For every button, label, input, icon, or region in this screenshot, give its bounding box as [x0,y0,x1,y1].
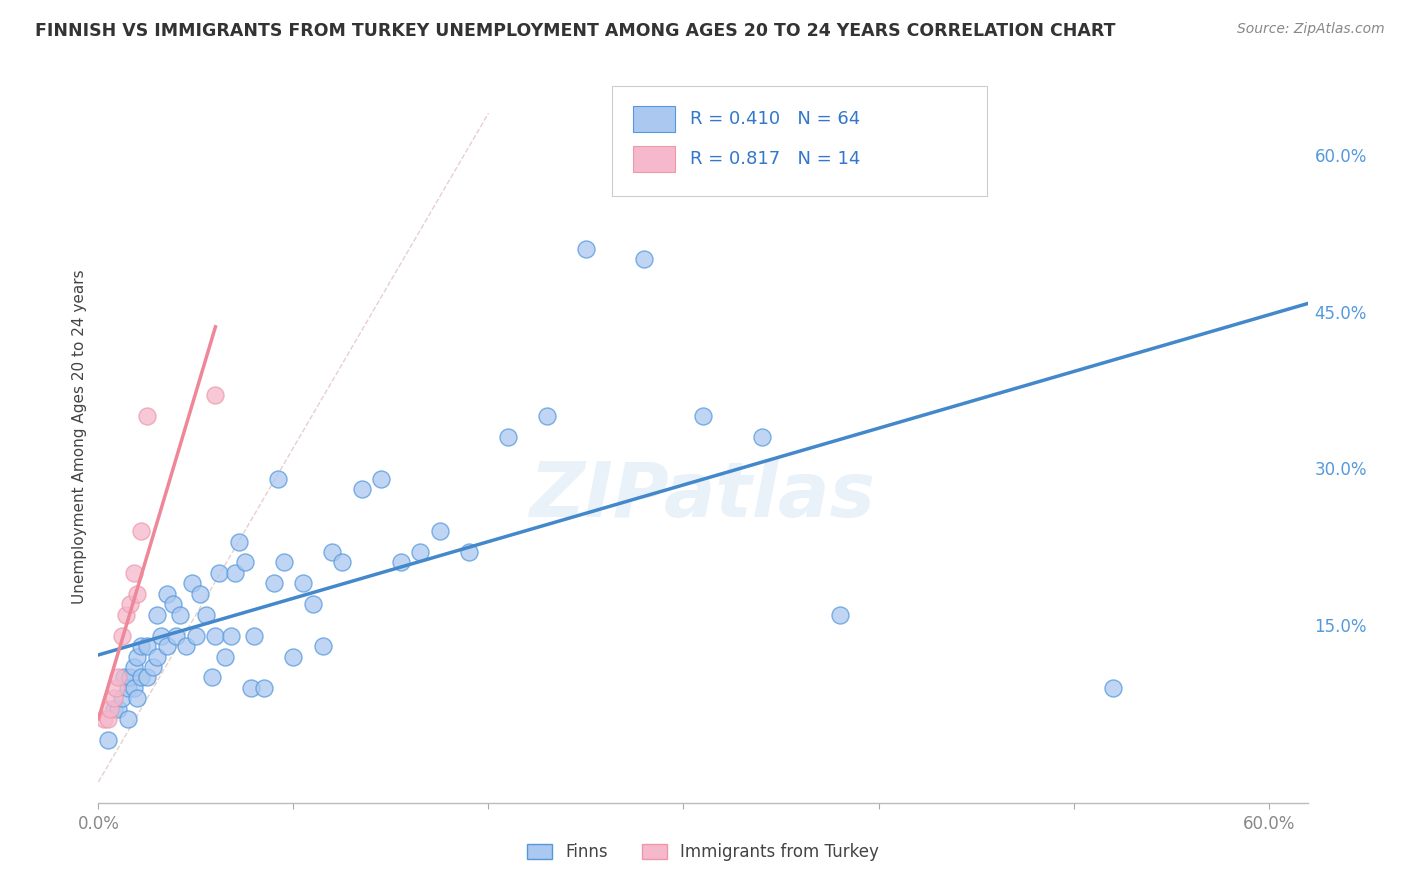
Point [409,545,432,559]
Point [214,649,236,664]
Point [350,483,373,497]
Point [117,681,139,695]
Point [429,524,451,538]
Point [117,712,139,726]
Point [169,607,191,622]
Point [389,556,412,570]
Point [536,409,558,424]
Point [162,597,184,611]
Point [98,702,121,716]
Point [122,681,145,695]
Point [111,691,134,706]
Point [127,587,149,601]
Legend: Finns, Immigrants from Turkey: Finns, Immigrants from Turkey [520,837,886,868]
Point [136,409,159,424]
Point [496,430,519,444]
Text: Source: ZipAtlas.com: Source: ZipAtlas.com [1237,22,1385,37]
Point [122,566,145,580]
Point [136,639,159,653]
Point [107,702,129,716]
Point [111,629,134,643]
Point [302,597,325,611]
Text: ZIPatlas: ZIPatlas [530,458,876,533]
Point [204,629,226,643]
Point [188,587,211,601]
Point [142,660,165,674]
Point [156,587,179,601]
Point [273,556,295,570]
Point [330,556,353,570]
Point [253,681,276,695]
Point [93,712,115,726]
Point [103,702,125,716]
Point [118,670,141,684]
Point [149,629,172,643]
Point [321,545,343,559]
Point [292,576,315,591]
Text: FINNISH VS IMMIGRANTS FROM TURKEY UNEMPLOYMENT AMONG AGES 20 TO 24 YEARS CORRELA: FINNISH VS IMMIGRANTS FROM TURKEY UNEMPL… [35,22,1115,40]
Bar [633,106,675,132]
Point [267,472,290,486]
Point [181,576,204,591]
Point [127,649,149,664]
Point [122,660,145,674]
Point [228,534,250,549]
Point [184,629,207,643]
Point [194,607,217,622]
Point [112,670,135,684]
Point [208,566,231,580]
Point [200,670,222,684]
Point [131,524,153,538]
Point [103,691,125,706]
Point [131,639,153,653]
Point [156,639,179,653]
Point [283,649,305,664]
Point [204,388,226,402]
Point [97,733,120,747]
Point [127,691,149,706]
Point [458,545,481,559]
Point [146,649,169,664]
Point [118,597,141,611]
Point [751,430,773,444]
Point [263,576,285,591]
Point [146,607,169,622]
Point [1101,681,1123,695]
Point [219,629,242,643]
Point [633,252,655,267]
Y-axis label: Unemployment Among Ages 20 to 24 years: Unemployment Among Ages 20 to 24 years [72,269,87,605]
Point [97,712,120,726]
Text: R = 0.817   N = 14: R = 0.817 N = 14 [690,150,860,168]
Point [131,670,153,684]
Point [107,670,129,684]
Point [239,681,262,695]
Text: R = 0.410   N = 64: R = 0.410 N = 64 [690,110,860,128]
Point [114,607,136,622]
Bar [633,146,675,172]
Point [312,639,335,653]
Point [243,629,266,643]
Point [370,472,392,486]
Point [165,629,187,643]
Point [692,409,714,424]
Point [136,670,159,684]
Point [174,639,197,653]
Point [575,242,598,256]
Point [104,681,127,695]
FancyBboxPatch shape [613,86,987,195]
Point [828,607,851,622]
Point [224,566,246,580]
Point [233,556,256,570]
